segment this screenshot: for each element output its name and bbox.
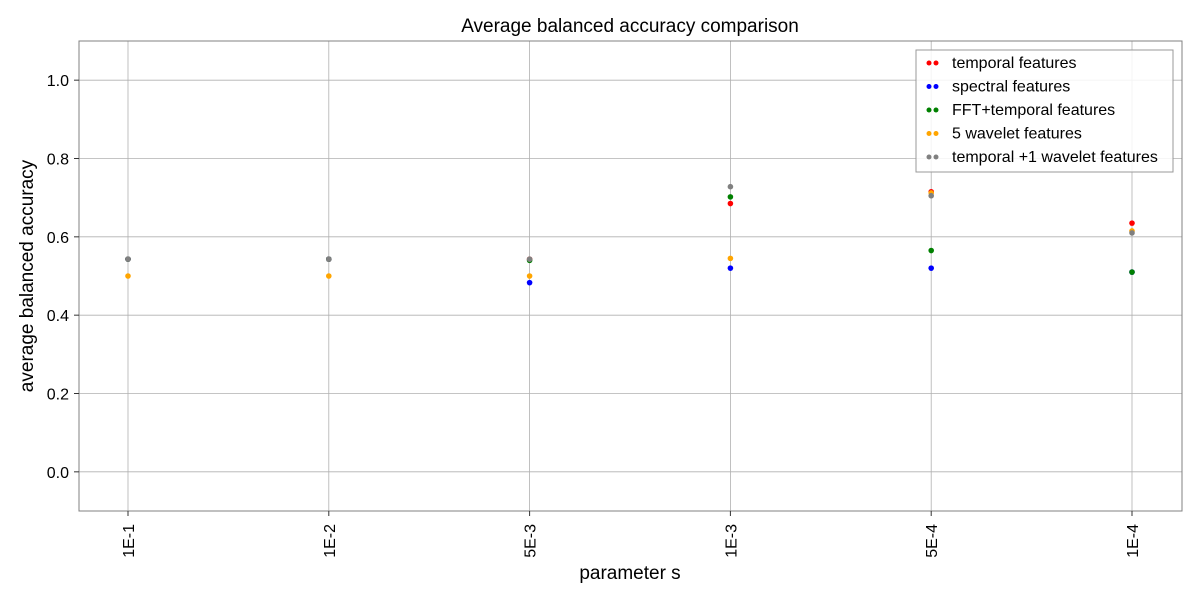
data-point: [727, 194, 734, 200]
x-tick-label: 1E-1: [121, 524, 138, 558]
data-point: [326, 273, 332, 279]
legend-marker: [933, 60, 939, 66]
chart-title: Average balanced accuracy comparison: [461, 16, 799, 37]
data-point: [727, 200, 734, 207]
y-axis-ticks: 0.0 0.2 0.4 0.6 0.8 1.0: [47, 73, 79, 482]
x-tick-label: 1E-4: [1125, 524, 1142, 558]
data-point: [727, 265, 734, 271]
data-points: [125, 183, 1135, 286]
data-point: [1129, 220, 1135, 226]
y-tick-label: 0.6: [47, 230, 69, 247]
x-tick-label: 1E-3: [723, 524, 740, 558]
data-point: [526, 256, 533, 262]
legend-item: temporal features: [926, 55, 1077, 72]
data-point: [526, 279, 533, 286]
legend-marker: [933, 84, 939, 89]
data-point: [125, 256, 131, 262]
x-tick-label: 5E-4: [924, 524, 941, 558]
legend-box: [915, 49, 1174, 173]
legend-marker: [926, 107, 932, 113]
legend-item: spectral features: [926, 79, 1070, 96]
data-point: [125, 273, 131, 279]
x-axis-label: parameter s: [579, 563, 680, 584]
legend-marker: [933, 107, 939, 113]
legend-label: 5 wavelet features: [952, 126, 1082, 143]
x-tick-label: 5E-3: [523, 524, 540, 558]
y-tick-label: 0.0: [47, 465, 69, 482]
data-point: [928, 192, 934, 199]
y-tick-label: 0.4: [47, 308, 69, 325]
data-point: [1129, 230, 1135, 236]
data-point: [526, 273, 533, 279]
y-tick-label: 0.2: [47, 387, 69, 404]
legend-item: 5 wavelet features: [926, 126, 1082, 143]
series-points: [125, 183, 1135, 262]
legend-label: temporal features: [952, 55, 1077, 72]
data-point: [928, 265, 934, 271]
x-tick-label: 1E-2: [322, 524, 339, 558]
legend-marker: [926, 84, 932, 89]
data-point: [928, 247, 934, 254]
legend-marker: [926, 154, 932, 160]
legend: temporal features spectral features FFT+te…: [915, 49, 1174, 173]
y-tick-label: 1.0: [47, 73, 69, 90]
legend-item: temporal +1 wavelet features: [926, 149, 1158, 166]
data-point: [727, 183, 734, 190]
legend-label: FFT+temporal features: [952, 102, 1115, 119]
data-point: [727, 255, 734, 262]
x-axis-ticks: 1E-1 1E-2 5E-3 1E-3 5E-4 1E-4: [121, 511, 1142, 558]
legend-marker: [926, 60, 932, 66]
legend-marker: [926, 131, 932, 136]
grid: [79, 41, 1182, 511]
data-point: [326, 256, 332, 262]
legend-item: FFT+temporal features: [926, 102, 1115, 119]
y-axis-label: average balanced accuracy: [17, 159, 38, 392]
plot-area-frame: [78, 40, 1183, 512]
legend-label: temporal +1 wavelet features: [952, 149, 1158, 166]
data-point: [1129, 269, 1135, 275]
y-tick-label: 0.8: [47, 152, 69, 169]
legend-marker: [933, 154, 939, 160]
legend-marker: [933, 131, 939, 136]
legend-label: spectral features: [952, 79, 1070, 96]
